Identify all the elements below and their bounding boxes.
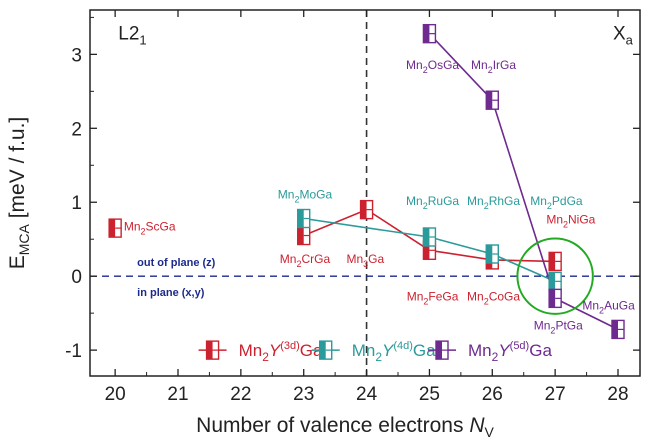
data-point-3d — [548, 251, 562, 272]
marker-fill — [297, 209, 304, 228]
legend-marker-fill — [436, 341, 442, 360]
x-tick-label: 21 — [167, 384, 188, 405]
data-point-3d — [108, 218, 122, 238]
data-point-4d — [548, 271, 562, 292]
marker-fill — [549, 272, 556, 291]
series-lines — [303, 33, 619, 331]
data-point-4d — [485, 244, 499, 264]
point-label: Mn2RhGa — [467, 194, 520, 211]
point-label: Mn3Ga — [346, 252, 384, 269]
y-tick-label: 3 — [71, 45, 82, 66]
y-tick-label: 1 — [71, 193, 82, 214]
point-label: Mn2IrGa — [471, 58, 516, 75]
y-tick-label: 2 — [71, 119, 82, 140]
marker-fill — [549, 289, 556, 308]
marker-fill — [612, 320, 618, 339]
point-label: Mn2PdGa — [530, 194, 583, 211]
x-tick-label: 26 — [482, 384, 503, 405]
marker-fill — [486, 245, 493, 263]
reference-label-below: in plane (x,y) — [137, 287, 205, 299]
point-label: Mn2OsGa — [406, 58, 459, 75]
data-point-5d — [485, 90, 499, 110]
point-label: Mn2CrGa — [280, 252, 331, 269]
point-label: Mn2AuGa — [582, 298, 635, 315]
legend-item-5d: Mn2Y(5d)Ga — [428, 340, 552, 364]
series-marks — [108, 23, 625, 340]
x-tick-label: 22 — [230, 384, 251, 405]
data-point-5d — [422, 23, 437, 44]
point-label: Mn2FeGa — [407, 290, 459, 307]
legend-label: Mn2Y(4d)Ga — [352, 340, 436, 364]
region-label: L21 — [118, 24, 146, 48]
data-point-5d — [611, 319, 625, 340]
x-tick-label: 28 — [607, 384, 628, 405]
x-tick-label: 20 — [105, 384, 126, 405]
marker-fill — [297, 226, 304, 245]
y-tick-label: 0 — [71, 267, 82, 288]
marker-fill — [109, 219, 116, 238]
x-tick-label: 25 — [419, 384, 440, 405]
data-point-3d — [297, 225, 311, 246]
data-point-5d — [548, 288, 562, 309]
plot-frame — [89, 9, 641, 377]
series-line-5d — [428, 33, 619, 331]
y-tick-label: -1 — [65, 341, 82, 362]
marker-fill — [423, 227, 430, 246]
point-label: Mn2CoGa — [467, 290, 520, 307]
legend: Mn2Y(3d)Ga Mn2Y(4d)Ga Mn2Y(5d)Ga — [198, 340, 552, 364]
x-axis-title: Number of valence electrons NV — [196, 414, 494, 440]
marker-fill — [423, 241, 430, 260]
point-label: Mn2RuGa — [406, 194, 459, 211]
point-label: Mn2NiGa — [546, 213, 595, 230]
legend-label: Mn2Y(3d)Ga — [239, 340, 323, 364]
series-line-4d — [303, 217, 556, 283]
marker-fill — [423, 24, 430, 43]
point-labels: Mn2ScGa Mn2CrGa Mn3Ga Mn2FeGa Mn2CoGa Mn2NiGa… — [124, 58, 635, 335]
y-axis-title: EMCA [meV / f.u.] — [6, 117, 32, 270]
point-label: Mn2PtGa — [534, 318, 583, 335]
region-label: Xa — [613, 24, 634, 48]
point-label: Mn2ScGa — [124, 219, 176, 236]
legend-marker-fill — [319, 341, 326, 360]
x-tick-label: 23 — [293, 384, 314, 405]
legend-label: Mn2Y(5d)Ga — [468, 340, 552, 364]
data-point-4d — [422, 227, 437, 247]
point-label: Mn2MoGa — [278, 188, 333, 205]
data-point-3d — [359, 199, 374, 220]
marker-fill — [486, 91, 493, 110]
x-tick-label: 24 — [356, 384, 378, 405]
highlight-circle — [516, 237, 594, 315]
marker-fill — [549, 252, 556, 271]
legend-item-3d: Mn2Y(3d)Ga — [198, 340, 323, 364]
legend-marker-fill — [206, 341, 213, 360]
marker-fill — [360, 200, 367, 219]
reference-label-above: out of plane (z) — [137, 257, 216, 269]
data-point-4d — [297, 208, 311, 229]
legend-item-4d: Mn2Y(4d)Ga — [311, 340, 436, 364]
x-tick-label: 27 — [545, 384, 566, 405]
